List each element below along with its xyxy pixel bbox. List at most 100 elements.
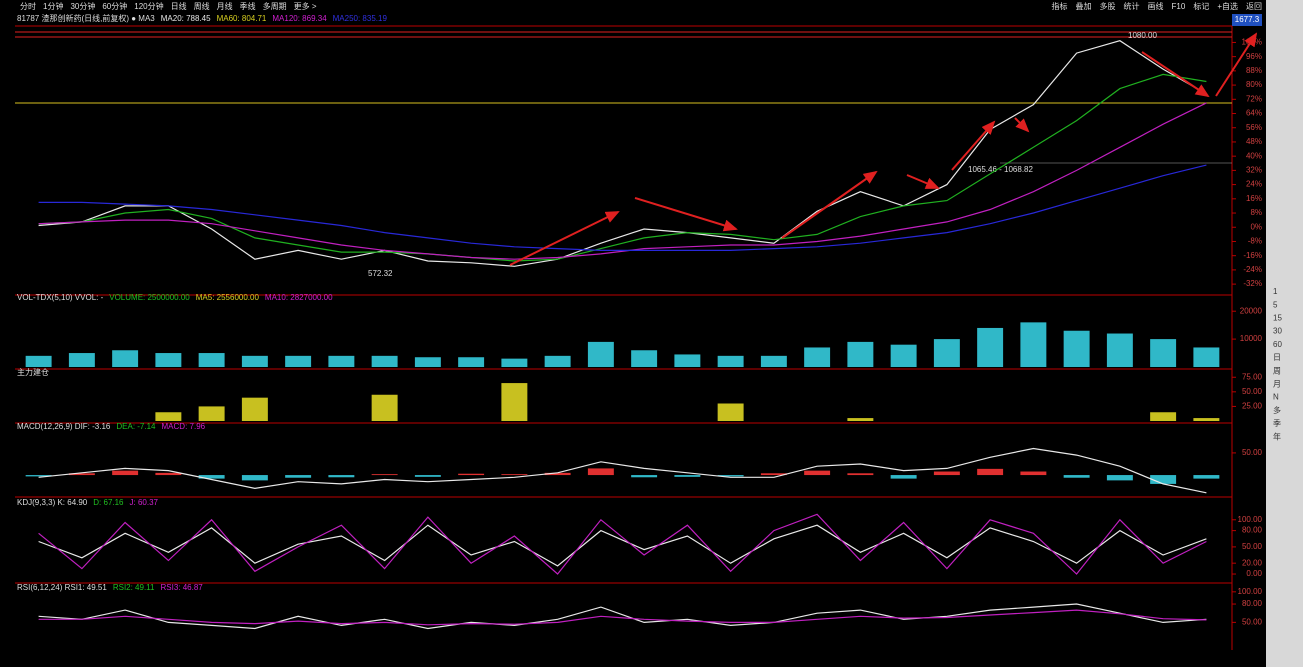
- bar: [1106, 475, 1133, 481]
- toolbar-button[interactable]: 日线: [171, 1, 187, 11]
- toolbar-button[interactable]: 月线: [217, 1, 233, 11]
- bar: [1020, 471, 1047, 476]
- bar: [544, 472, 571, 476]
- bar: [241, 355, 268, 367]
- bar: [155, 472, 182, 476]
- annotation: 1065.46 - 1068.82: [968, 165, 1033, 174]
- bar: [847, 473, 874, 476]
- y-tick-label: 80.00: [1242, 526, 1263, 535]
- panel-title: KDJ(9,3,3) K: 64.90: [17, 498, 88, 507]
- y-tick-label: 25.00: [1242, 402, 1263, 411]
- toolbar-button[interactable]: 120分钟: [134, 1, 163, 11]
- legend-entry: MA20: 788.45: [161, 14, 211, 23]
- bar: [1020, 322, 1047, 367]
- bar: [1150, 475, 1177, 484]
- bar: [1193, 475, 1220, 479]
- y-tick-label: 56%: [1246, 123, 1262, 132]
- toolbar-button[interactable]: F10: [1172, 2, 1186, 11]
- toolbar-button[interactable]: 周线: [194, 1, 210, 11]
- toolbar-button[interactable]: 多周期: [263, 1, 287, 11]
- toolbar-button[interactable]: 标记: [1193, 1, 1209, 11]
- bar: [414, 357, 441, 367]
- legend-entry: RSI2: 49.11: [113, 583, 155, 592]
- legend-entry: MA120: 869.34: [272, 14, 327, 23]
- series-line: [38, 513, 1207, 575]
- toolbar-button[interactable]: 季线: [240, 1, 256, 11]
- bar: [198, 353, 225, 367]
- toolbar-button[interactable]: 分时: [20, 1, 36, 11]
- toolbar-button[interactable]: 统计: [1124, 1, 1140, 11]
- y-tick-label: 100.00: [1238, 587, 1263, 596]
- toolbar-button[interactable]: 画线: [1148, 1, 1164, 11]
- bar: [371, 394, 398, 421]
- bar: [544, 355, 571, 367]
- series-line: [38, 609, 1207, 626]
- toolbar-button[interactable]: 1分钟: [43, 1, 63, 11]
- y-tick-label: -32%: [1243, 279, 1262, 288]
- drawn-arrows: [509, 32, 1258, 266]
- series-line: [38, 447, 1207, 494]
- bar: [1193, 418, 1220, 421]
- sidebar-button[interactable]: N: [1273, 393, 1279, 402]
- sidebar-button[interactable]: 日: [1273, 353, 1281, 362]
- y-tick-label: 100.00: [1238, 515, 1263, 524]
- bar: [977, 468, 1004, 476]
- sidebar-button[interactable]: 月: [1273, 380, 1281, 389]
- bar: [977, 327, 1004, 367]
- bar: [631, 350, 658, 367]
- sidebar-button[interactable]: 周: [1273, 366, 1281, 375]
- y-tick-label: 16%: [1246, 194, 1262, 203]
- sidebar-button[interactable]: 15: [1273, 314, 1282, 323]
- sidebar: [1266, 0, 1303, 667]
- toolbar-button[interactable]: 更多 >: [294, 1, 317, 11]
- toolbar-button[interactable]: +自选: [1217, 1, 1238, 11]
- bar: [717, 355, 744, 367]
- sidebar-button[interactable]: 1: [1273, 287, 1278, 296]
- bar: [371, 355, 398, 367]
- y-tick-label: -8%: [1248, 237, 1262, 246]
- y-tick-label: 48%: [1246, 137, 1262, 146]
- toolbar-button[interactable]: 60分钟: [102, 1, 127, 11]
- bar: [760, 355, 787, 367]
- panel-title: 主力建仓: [17, 367, 49, 377]
- toolbar-button[interactable]: 叠加: [1076, 1, 1092, 11]
- sidebar-button[interactable]: 年: [1273, 431, 1281, 441]
- y-tick-label: 10000: [1240, 334, 1263, 343]
- series-line: [38, 102, 1207, 260]
- bar: [760, 473, 787, 476]
- bar: [155, 412, 182, 421]
- sidebar-button[interactable]: 多: [1273, 405, 1281, 415]
- bar: [587, 468, 614, 476]
- y-tick-label: -24%: [1243, 265, 1262, 274]
- sidebar-button[interactable]: 60: [1273, 340, 1282, 349]
- y-tick-label: 96%: [1246, 52, 1262, 61]
- sidebar-button[interactable]: 30: [1273, 327, 1282, 336]
- series-line: [38, 603, 1207, 630]
- y-tick-label: 24%: [1246, 180, 1262, 189]
- bar: [285, 355, 312, 367]
- y-tick-label: 80.00: [1242, 599, 1263, 608]
- sidebar-button[interactable]: 5: [1273, 300, 1278, 309]
- y-tick-label: 0%: [1250, 222, 1262, 231]
- bar: [328, 355, 355, 367]
- panel-title: 81787 渣那创新药(日线,前复权) ● MA3: [17, 13, 155, 23]
- sidebar-button[interactable]: 季: [1273, 418, 1281, 428]
- legend-entry: DEA: -7.14: [116, 422, 156, 431]
- toolbar-button[interactable]: 30分钟: [70, 1, 95, 11]
- bar: [1150, 339, 1177, 367]
- bar: [674, 475, 701, 477]
- bar: [587, 341, 614, 367]
- series-line: [38, 40, 1207, 267]
- toolbar-button[interactable]: 返回: [1246, 2, 1262, 11]
- legend-entry: MA250: 835.19: [333, 14, 388, 23]
- bar: [112, 470, 139, 476]
- legend-entry: RSI3: 46.87: [160, 583, 203, 592]
- toolbar-button[interactable]: 指标: [1052, 1, 1068, 11]
- toolbar-button[interactable]: 多股: [1100, 1, 1116, 11]
- bar: [847, 418, 874, 421]
- legend-entry: MA5: 2556000.00: [196, 293, 260, 302]
- series-line: [38, 164, 1207, 251]
- bar: [328, 475, 355, 478]
